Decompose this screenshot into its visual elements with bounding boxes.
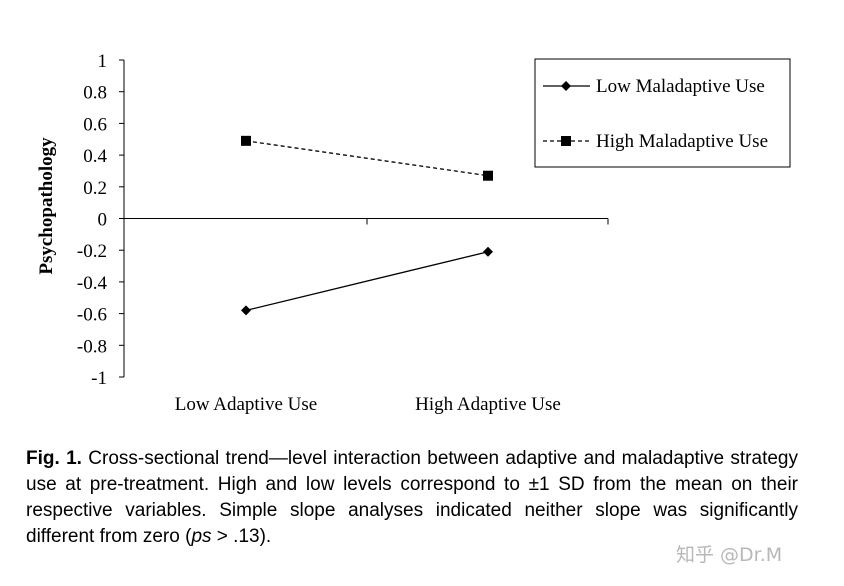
y-tick-label-0: 1 [98,51,108,72]
series-line-1 [245,140,489,177]
y-axis-label: Psychopathology [36,137,57,275]
x-categories: Low Adaptive Use High Adaptive Use [175,394,561,415]
y-tick-label-7: -0.4 [77,273,108,294]
caption-tail: > .13). [211,526,272,547]
y-ticks: 1 0.8 0.6 0.4 0.2 0 -0.2 -0.4 -0.6 -0.8 -1 [77,51,124,389]
y-tick-label-2: 0.6 [83,114,107,135]
series-0-point-0 [241,305,251,316]
legend-marker-0 [561,81,571,91]
legend-label-0: Low Maladaptive Use [596,76,765,97]
y-tick-label-4: 0.2 [83,178,107,199]
legend-marker-1 [561,136,571,146]
series-0-point-1 [483,246,493,257]
series-1 [241,135,493,181]
y-tick-label-10: -1 [91,368,107,389]
y-tick-label-9: -0.8 [77,336,107,357]
x-category-label-0: Low Adaptive Use [175,394,317,415]
caption-text: Cross-sectional trend—level interaction … [26,448,798,547]
figure-caption: Fig. 1. Cross-sectional trend—level inte… [26,446,798,550]
series [241,135,493,316]
legend: Low Maladaptive Use High Maladaptive Use [534,58,791,168]
y-tick-label-6: -0.2 [77,241,107,262]
x-category-label-1: High Adaptive Use [415,394,561,415]
y-tick-label-5: 0 [98,210,108,231]
caption-label: Fig. 1. [26,448,82,469]
series-1-point-0 [241,135,251,146]
legend-box [534,58,791,168]
watermark: 知乎 @Dr.M [676,544,783,566]
chart: 1 0.8 0.6 0.4 0.2 0 -0.2 -0.4 -0.6 -0.8 -1 Low Ada… [36,51,791,415]
y-tick-label-3: 0.4 [83,146,107,167]
series-1-point-1 [483,170,493,181]
legend-label-1: High Maladaptive Use [596,131,768,152]
series-line-0 [245,251,489,312]
series-0 [241,246,493,316]
caption-italic: ps [191,526,212,547]
y-tick-label-1: 0.8 [83,83,107,104]
y-tick-label-8: -0.6 [77,305,107,326]
